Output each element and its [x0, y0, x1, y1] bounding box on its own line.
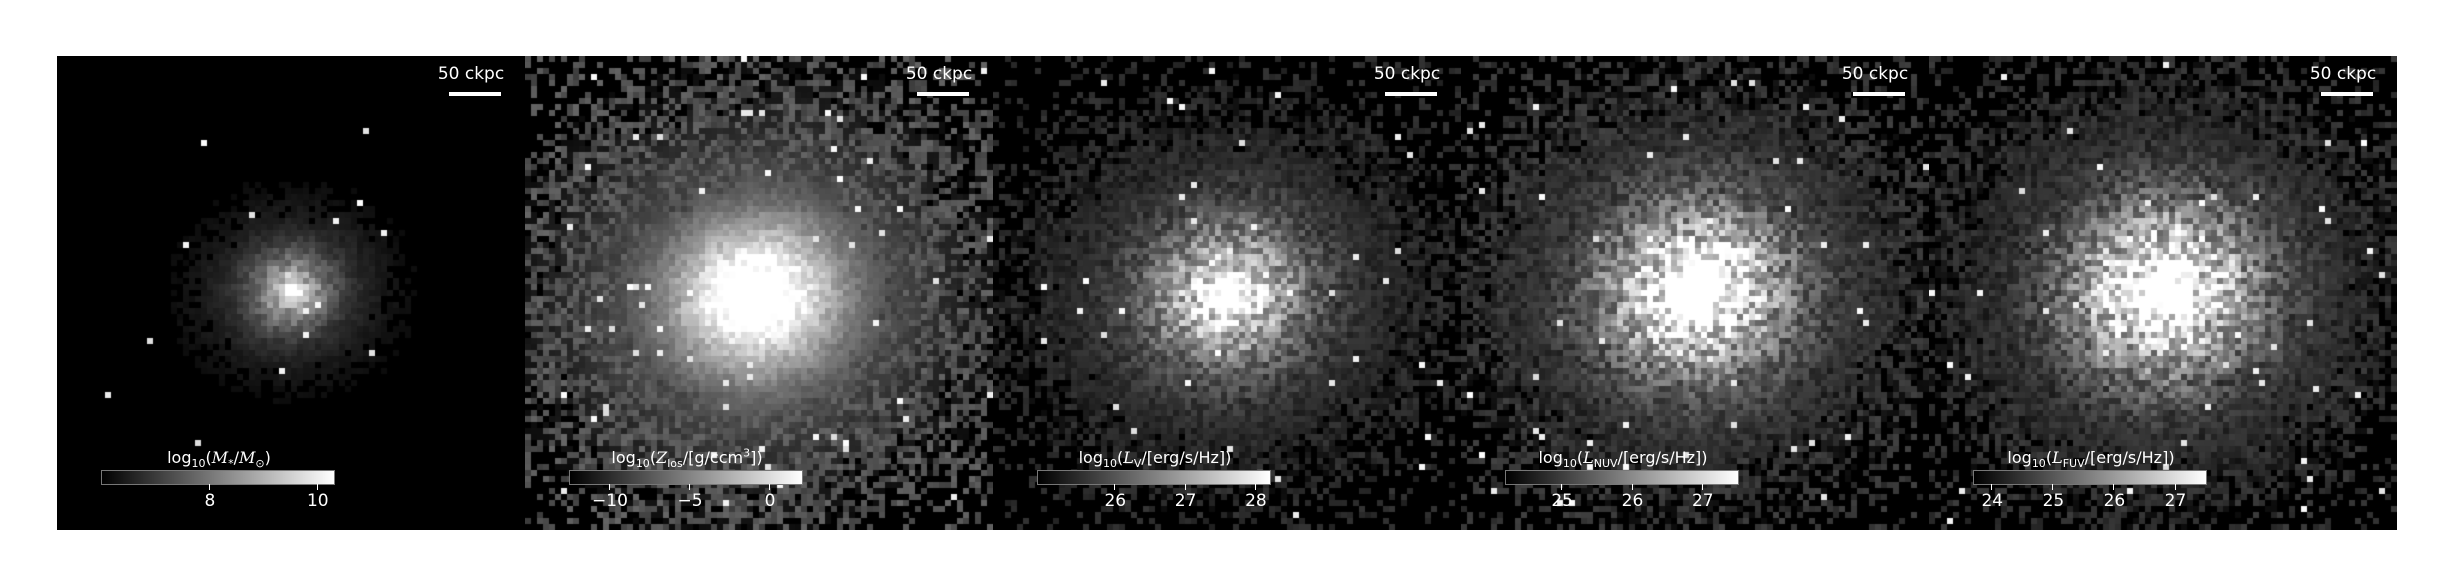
colorbar-tick-label: 27 [1691, 491, 1714, 511]
colorbar-title: log10(LV/[erg/s/Hz]) [1078, 448, 1232, 471]
colorbar-tick-mark [1114, 484, 1116, 490]
colorbar-tick-label: 8 [204, 491, 216, 511]
colorbar-tick-mark [1701, 484, 1703, 490]
figure: 50 ckpc log10(M*/M⊙) 8 10 50 ckpc log10(Z… [57, 56, 2397, 530]
colorbar-tick-mark [316, 484, 318, 490]
colorbar-tick-mark [1254, 484, 1256, 490]
panel-metallicity: 50 ckpc log10(Zlos/[g/ccm3]) −10 −5 0 [525, 56, 993, 530]
scalebar-line [917, 92, 969, 96]
colorbar-tick-label: −10 [592, 491, 628, 511]
colorbar-tick-mark [769, 484, 770, 490]
v-luminosity-map [993, 56, 1461, 530]
colorbar-tick-mark [208, 484, 210, 490]
colorbar-ticks: 24 25 26 27 [1973, 484, 2207, 514]
colorbar-tick-mark [2113, 484, 2115, 490]
colorbar [1973, 470, 2207, 485]
scalebar-line [1853, 92, 1905, 96]
scalebar-label: 50 ckpc [905, 64, 973, 84]
colorbar-ticks: 25 26 27 [1505, 484, 1739, 514]
scalebar-line [449, 92, 501, 96]
colorbar-tick-mark [1631, 484, 1633, 490]
colorbar-tick-label: 0 [764, 491, 776, 511]
metallicity-map [525, 56, 993, 530]
colorbar-tick-label: 24 [1981, 491, 2004, 511]
colorbar-tick-mark [689, 484, 690, 490]
scalebar-label: 50 ckpc [2309, 64, 2377, 84]
scalebar-line [2321, 92, 2373, 96]
colorbar-tick-mark [1184, 484, 1186, 490]
colorbar-title: log10(LNUV/[erg/s/Hz]) [1538, 448, 1708, 471]
colorbar-tick-mark [2174, 484, 2176, 490]
colorbar-tick-label: 27 [1174, 491, 1197, 511]
stellar-mass-map [57, 56, 525, 530]
scalebar-label: 50 ckpc [1841, 64, 1909, 84]
colorbar-tick-label: 28 [1245, 491, 1267, 511]
colorbar-ticks: −10 −5 0 [569, 484, 803, 514]
nuv-luminosity-map [1461, 56, 1929, 530]
colorbar-tick-label: 10 [306, 491, 329, 511]
colorbar-ticks: 26 27 28 [1037, 484, 1271, 514]
colorbar-tick-label: 25 [1551, 491, 1573, 511]
scalebar-label: 50 ckpc [437, 64, 505, 84]
colorbar-tick-label: 25 [2042, 491, 2065, 511]
colorbar-tick-mark [609, 484, 610, 490]
panel-fuv-luminosity: 50 ckpc log10(LFUV/[erg/s/Hz]) 24 25 26 27 [1929, 56, 2397, 530]
scalebar-line [1385, 92, 1437, 96]
colorbar [101, 470, 335, 485]
colorbar-title: log10(Zlos/[g/ccm3]) [611, 446, 763, 471]
colorbar-title: log10(LFUV/[erg/s/Hz]) [2007, 448, 2175, 471]
colorbar-tick-mark [1561, 484, 1563, 490]
colorbar-tick-label: 26 [1621, 491, 1644, 511]
colorbar-tick-mark [1991, 484, 1993, 490]
colorbar-ticks: 8 10 [101, 484, 335, 514]
colorbar-tick-label: 26 [1104, 491, 1127, 511]
colorbar-tick-label: −5 [677, 491, 703, 511]
panel-nuv-luminosity: 50 ckpc log10(LNUV/[erg/s/Hz]) 25 26 27 [1461, 56, 1929, 530]
fuv-luminosity-map [1929, 56, 2397, 530]
colorbar [1505, 470, 1739, 485]
colorbar-tick-mark [2052, 484, 2054, 490]
colorbar [569, 470, 803, 485]
panel-v-luminosity: 50 ckpc log10(LV/[erg/s/Hz]) 26 27 28 [993, 56, 1461, 530]
colorbar [1037, 470, 1271, 485]
scalebar-label: 50 ckpc [1373, 64, 1441, 84]
panel-stellar-mass: 50 ckpc log10(M*/M⊙) 8 10 [57, 56, 525, 530]
colorbar-title: log10(M*/M⊙) [167, 448, 271, 471]
colorbar-tick-label: 27 [2164, 491, 2187, 511]
colorbar-tick-label: 26 [2103, 491, 2126, 511]
